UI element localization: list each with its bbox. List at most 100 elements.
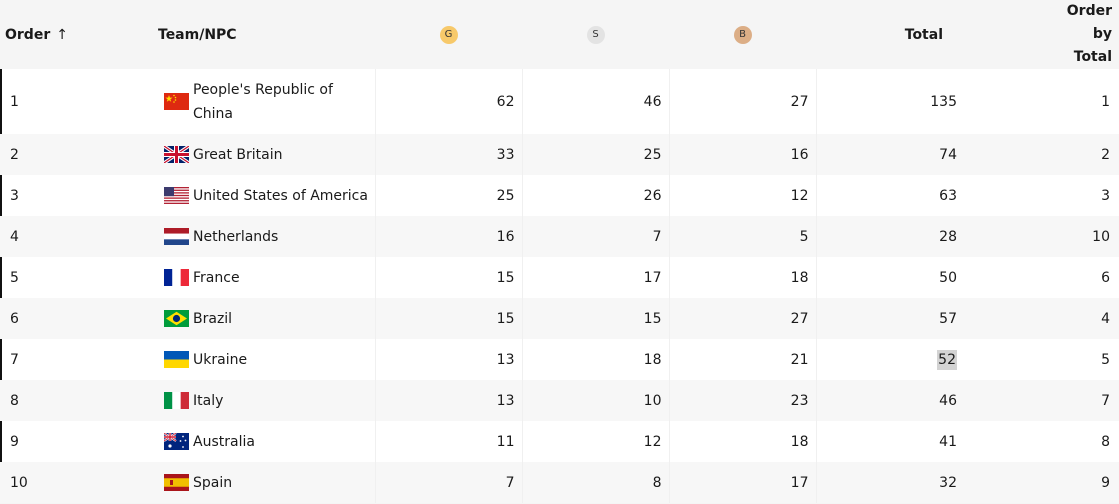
order-column-header[interactable]: Order ↑: [0, 0, 155, 69]
team-name: Italy: [193, 392, 224, 409]
gold-count: 11: [375, 421, 523, 462]
australia-flag-icon: [164, 433, 189, 450]
total-count: 63: [816, 175, 964, 216]
team-name: France: [193, 269, 240, 286]
silver-count: 7: [522, 216, 670, 257]
table-row[interactable]: 5 France 15 17 18 50 6: [0, 257, 1119, 298]
table-row[interactable]: 1 People's Republic of China 62 46 27 13…: [0, 69, 1119, 134]
total-count: 52: [816, 339, 964, 380]
order-by-total-value: 8: [964, 421, 1119, 462]
total-count: 28: [816, 216, 964, 257]
usa-flag-icon: [164, 187, 189, 204]
silver-column-header[interactable]: S: [522, 0, 669, 69]
silver-count: 25: [522, 134, 670, 175]
highlighted-total: 52: [937, 349, 957, 370]
team-cell[interactable]: Great Britain: [155, 134, 376, 175]
silver-count: 15: [522, 298, 670, 339]
bronze-count: 27: [669, 69, 817, 134]
team-column-header[interactable]: Team/NPC: [155, 0, 375, 69]
silver-count: 17: [522, 257, 670, 298]
bronze-count: 5: [669, 216, 817, 257]
bronze-count: 12: [669, 175, 817, 216]
order-by-total-column-header[interactable]: Order by Total: [964, 0, 1119, 69]
team-name: Spain: [193, 474, 233, 491]
bronze-count: 23: [669, 380, 817, 421]
gold-column-header[interactable]: G: [375, 0, 522, 69]
table-row[interactable]: 4 Netherlands 16 7 5 28 10: [0, 216, 1119, 257]
silver-count: 12: [522, 421, 670, 462]
team-name: Australia: [193, 433, 255, 450]
silver-count: 10: [522, 380, 670, 421]
order-cell: 1: [0, 69, 155, 134]
table-row[interactable]: 6 Brazil 15 15 27 57 4: [0, 298, 1119, 339]
total-count: 41: [816, 421, 964, 462]
silver-count: 26: [522, 175, 670, 216]
order-cell: 10: [0, 462, 155, 503]
order-by-total-header-label-3: Total: [1073, 49, 1112, 65]
china-flag-icon: [164, 93, 189, 110]
team-name: Brazil: [193, 310, 233, 327]
team-cell[interactable]: People's Republic of China: [155, 69, 376, 134]
order-by-total-value: 9: [964, 462, 1119, 503]
total-column-header[interactable]: Total: [816, 0, 964, 69]
bronze-count: 18: [669, 257, 817, 298]
bronze-medal-icon: B: [733, 26, 752, 44]
silver-medal-icon: S: [586, 26, 605, 44]
team-name: United States of America: [193, 187, 368, 204]
team-cell[interactable]: Italy: [155, 380, 376, 421]
table-row[interactable]: 9 Australia 11 12 18 41 8: [0, 421, 1119, 462]
order-cell: 2: [0, 134, 155, 175]
bronze-count: 18: [669, 421, 817, 462]
team-name: Great Britain: [193, 146, 283, 163]
table-row[interactable]: 2 Great Britain 33 25 16 74 2: [0, 134, 1119, 175]
brazil-flag-icon: [164, 310, 189, 327]
team-name: Netherlands: [193, 228, 279, 245]
table-row[interactable]: 7 Ukraine 13 18 21 52 5: [0, 339, 1119, 380]
spain-flag-icon: [164, 474, 189, 491]
total-count: 32: [816, 462, 964, 503]
team-cell[interactable]: United States of America: [155, 175, 376, 216]
sort-ascending-icon[interactable]: ↑: [56, 26, 68, 43]
order-cell: 7: [0, 339, 155, 380]
team-cell[interactable]: Netherlands: [155, 216, 376, 257]
team-cell[interactable]: Brazil: [155, 298, 376, 339]
gold-count: 25: [375, 175, 523, 216]
gold-count: 7: [375, 462, 523, 503]
team-header-label: Team/NPC: [158, 26, 237, 43]
header-row: Order ↑ Team/NPC G S B Total Order by Tot…: [0, 0, 1119, 69]
total-count: 74: [816, 134, 964, 175]
table-row[interactable]: 3 United States of America 25 26 12 63 3: [0, 175, 1119, 216]
gold-count: 15: [375, 298, 523, 339]
team-cell[interactable]: Australia: [155, 421, 376, 462]
order-by-total-value: 4: [964, 298, 1119, 339]
team-cell[interactable]: Ukraine: [155, 339, 376, 380]
silver-count: 8: [522, 462, 670, 503]
table-row[interactable]: 10 Spain 7 8 17 32 9: [0, 462, 1119, 503]
gold-count: 13: [375, 380, 523, 421]
order-by-total-value: 6: [964, 257, 1119, 298]
gold-count: 33: [375, 134, 523, 175]
total-count: 57: [816, 298, 964, 339]
order-cell: 6: [0, 298, 155, 339]
bronze-count: 16: [669, 134, 817, 175]
order-by-total-value: 3: [964, 175, 1119, 216]
team-name: People's Republic of China: [193, 81, 333, 122]
order-cell: 5: [0, 257, 155, 298]
total-count: 50: [816, 257, 964, 298]
france-flag-icon: [164, 269, 189, 286]
netherlands-flag-icon: [164, 228, 189, 245]
order-by-total-header-label-2: by: [1092, 26, 1112, 42]
table-row[interactable]: 8 Italy 13 10 23 46 7: [0, 380, 1119, 421]
gold-medal-icon: G: [439, 26, 458, 44]
gold-count: 62: [375, 69, 523, 134]
order-by-total-value: 7: [964, 380, 1119, 421]
order-cell: 4: [0, 216, 155, 257]
total-header-label: Total: [904, 26, 943, 43]
order-by-total-value: 1: [964, 69, 1119, 134]
bronze-column-header[interactable]: B: [669, 0, 816, 69]
team-name: Ukraine: [193, 351, 248, 368]
team-cell[interactable]: France: [155, 257, 376, 298]
bronze-count: 27: [669, 298, 817, 339]
team-cell[interactable]: Spain: [155, 462, 376, 503]
